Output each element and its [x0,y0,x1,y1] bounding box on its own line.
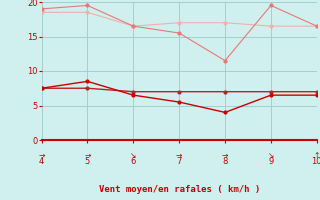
Text: ↑: ↑ [314,151,320,160]
Text: ↘: ↘ [130,151,137,160]
Text: →: → [222,151,228,160]
X-axis label: Vent moyen/en rafales ( km/h ): Vent moyen/en rafales ( km/h ) [99,185,260,194]
Text: →: → [38,151,45,160]
Text: ↘: ↘ [268,151,274,160]
Text: →: → [176,151,182,160]
Text: →: → [84,151,91,160]
